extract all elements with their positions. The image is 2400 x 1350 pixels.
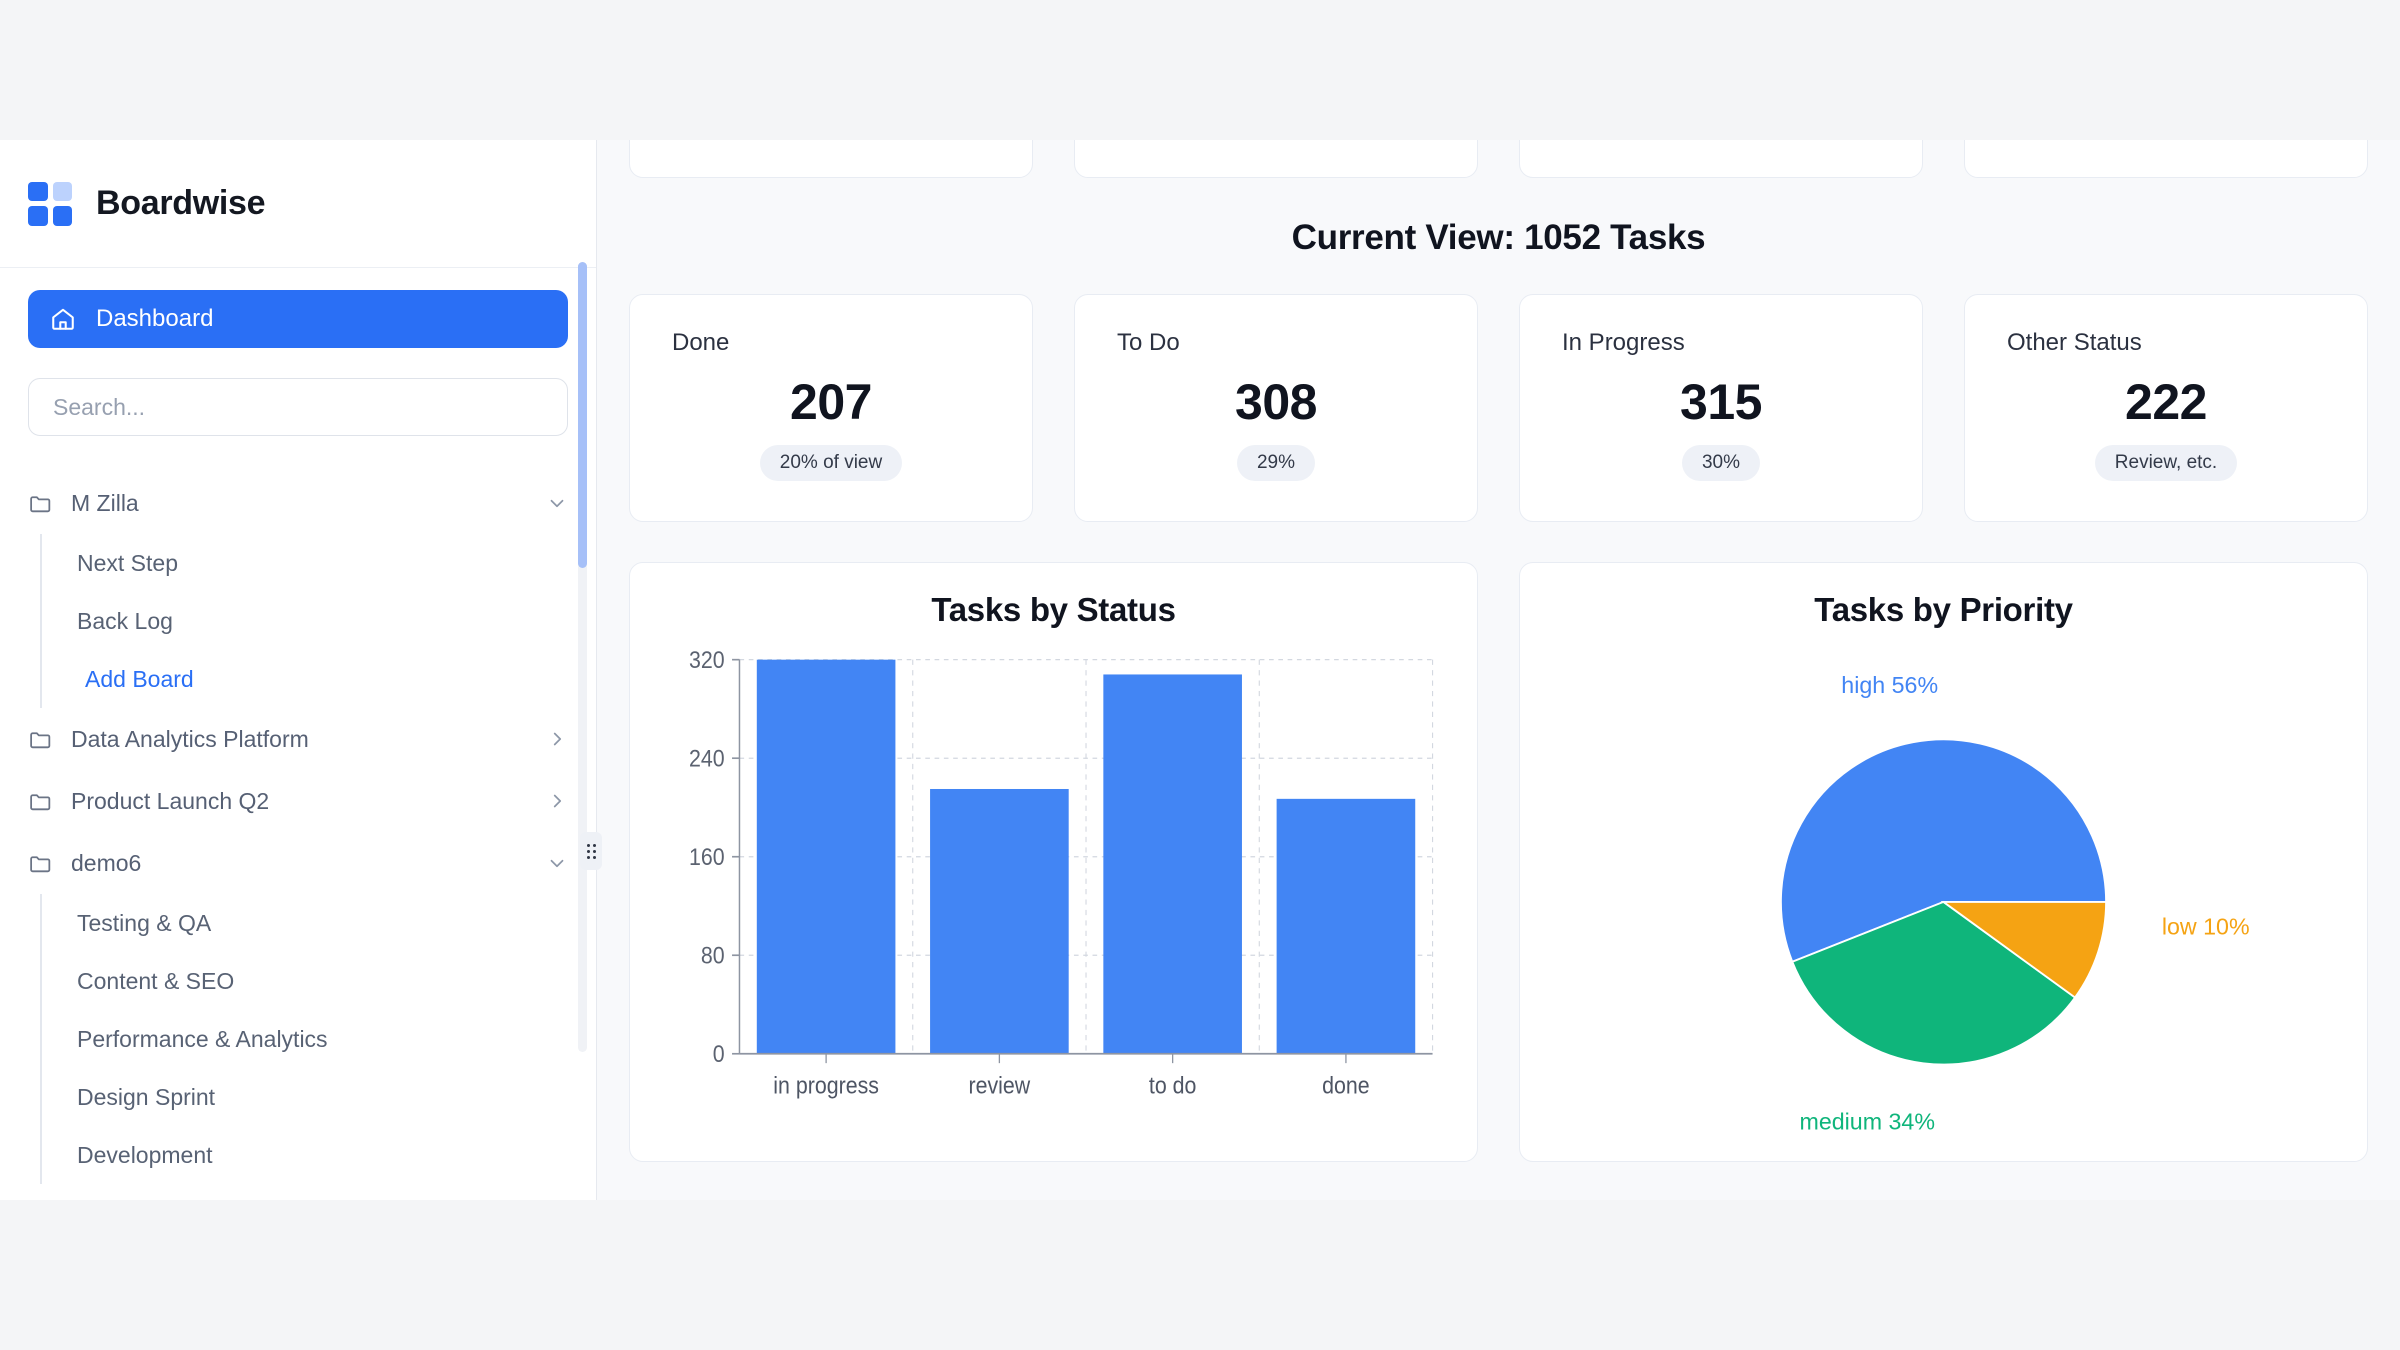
- sidebar-board-group-m-zilla: Next Step Back Log Add Board: [40, 534, 568, 708]
- main-content: Current View: 1052 Tasks Done 207 20% of…: [597, 140, 2400, 1200]
- status-badge: Review, etc.: [2094, 445, 2238, 481]
- brand-name: Boardwise: [96, 184, 266, 222]
- folder-icon: [28, 491, 53, 516]
- stat-card-value: 207: [790, 374, 872, 430]
- svg-text:320: 320: [689, 646, 725, 673]
- sidebar-project-m-zilla[interactable]: M Zilla: [28, 472, 568, 534]
- chevron-down-icon[interactable]: [546, 852, 568, 874]
- folder-icon: [28, 727, 53, 752]
- svg-text:review: review: [969, 1071, 1031, 1098]
- sidebar-scroll-area: Dashboard M Zilla Next Step Back L: [0, 268, 596, 1200]
- page-title: Current View: 1052 Tasks: [1291, 218, 1706, 257]
- svg-text:medium 34%: medium 34%: [1799, 1109, 1935, 1133]
- svg-text:in progress: in progress: [773, 1071, 879, 1098]
- status-badge: 30%: [1681, 445, 1761, 481]
- search-field-wrapper[interactable]: [28, 378, 568, 436]
- sidebar-item-dashboard[interactable]: Dashboard: [28, 290, 568, 348]
- svg-text:low 10%: low 10%: [2162, 913, 2250, 939]
- sidebar-board-group-demo6: Testing & QA Content & SEO Performance &…: [40, 894, 568, 1184]
- stat-card-label: Other Status: [2007, 329, 2142, 356]
- chart-card-tasks-by-priority: Tasks by Priority high 56% medium 34% low …: [1519, 562, 2368, 1162]
- chevron-down-icon[interactable]: [546, 492, 568, 514]
- sidebar-project-data-analytics-platform[interactable]: Data Analytics Platform: [28, 708, 568, 770]
- svg-text:to do: to do: [1149, 1071, 1197, 1098]
- search-input[interactable]: [53, 393, 543, 421]
- status-badge: 29%: [1236, 445, 1316, 481]
- stat-card-value: 315: [1680, 374, 1762, 430]
- sidebar-board-design-sprint[interactable]: Design Sprint: [77, 1083, 216, 1110]
- stat-card-label: In Progress: [1562, 329, 1685, 356]
- status-badge: 20% of view: [759, 445, 903, 481]
- sidebar-item-dashboard-label: Dashboard: [96, 305, 214, 332]
- chart-card-tasks-by-status: Tasks by Status 0 80 160 240 320 in progress r…: [629, 562, 1478, 1162]
- sidebar-brand: Boardwise: [0, 140, 596, 268]
- sidebar-board-development[interactable]: Development: [77, 1141, 213, 1168]
- sidebar-resize-handle[interactable]: [580, 832, 602, 870]
- sidebar-project-label: M Zilla: [71, 489, 139, 516]
- svg-text:240: 240: [689, 744, 725, 771]
- chevron-right-icon[interactable]: [546, 728, 568, 750]
- stat-card-value: 222: [2125, 374, 2207, 430]
- stat-card-label: To Do: [1117, 329, 1180, 356]
- sidebar-board-performance-analytics[interactable]: Performance & Analytics: [77, 1025, 328, 1052]
- grid-logo-icon: [28, 181, 72, 226]
- stat-card-other-status[interactable]: Other Status 222 Review, etc.: [1964, 294, 2368, 522]
- svg-text:0: 0: [713, 1040, 725, 1067]
- home-icon: [50, 306, 76, 332]
- sidebar-scrollbar[interactable]: [578, 262, 587, 1052]
- stat-card-in-progress[interactable]: In Progress 315 30%: [1519, 294, 1923, 522]
- sidebar-board-next-step[interactable]: Next Step: [77, 549, 178, 576]
- folder-icon: [28, 851, 53, 876]
- stat-card-badge-wrap: 29%: [1117, 445, 1435, 481]
- stat-card-offscreen: [1074, 140, 1478, 178]
- main-inner: Current View: 1052 Tasks Done 207 20% of…: [597, 140, 2400, 1162]
- chart-title: Tasks by Status: [931, 591, 1176, 628]
- stat-card-badge-wrap: Review, etc.: [2007, 445, 2325, 481]
- sidebar-add-board-button[interactable]: Add Board: [85, 665, 194, 692]
- grip-dots-icon: [586, 843, 596, 859]
- app-viewport: Boardwise Dashboard: [0, 140, 2400, 1200]
- stat-card-grid: Done 207 20% of view To Do 308 29% In Pr…: [629, 294, 2368, 522]
- sidebar-project-label: Data Analytics Platform: [71, 725, 309, 752]
- stat-card-offscreen: [1519, 140, 1923, 178]
- sidebar-board-content-seo[interactable]: Content & SEO: [77, 967, 235, 994]
- sidebar: Boardwise Dashboard: [0, 140, 602, 1200]
- svg-text:done: done: [1322, 1071, 1370, 1098]
- stat-card-grid-above: [629, 140, 2368, 178]
- svg-text:160: 160: [689, 843, 725, 870]
- stat-card-badge-wrap: 30%: [1562, 445, 1880, 481]
- stat-card-offscreen: [1964, 140, 2368, 178]
- sidebar-project-product-launch-q2[interactable]: Product Launch Q2: [28, 770, 568, 832]
- chevron-right-icon[interactable]: [546, 790, 568, 812]
- sidebar-project-demo6[interactable]: demo6: [28, 832, 568, 894]
- stat-card-done[interactable]: Done 207 20% of view: [629, 294, 1033, 522]
- svg-text:80: 80: [701, 941, 725, 968]
- stat-card-to-do[interactable]: To Do 308 29%: [1074, 294, 1478, 522]
- sidebar-board-testing-qa[interactable]: Testing & QA: [77, 909, 212, 936]
- chart-grid: Tasks by Status 0 80 160 240 320 in progress r…: [629, 562, 2368, 1162]
- bar-chart[interactable]: 0 80 160 240 320 in progress review to do done: [654, 643, 1453, 1133]
- svg-text:high 56%: high 56%: [1841, 672, 1938, 698]
- folder-icon: [28, 789, 53, 814]
- sidebar-board-back-log[interactable]: Back Log: [77, 607, 173, 634]
- chart-title: Tasks by Priority: [1814, 591, 2073, 628]
- stat-card-value: 308: [1235, 374, 1317, 430]
- sidebar-project-label: demo6: [71, 849, 142, 876]
- sidebar-scrollbar-thumb[interactable]: [578, 262, 587, 568]
- stat-card-label: Done: [672, 329, 730, 356]
- stat-card-badge-wrap: 20% of view: [672, 445, 990, 481]
- stat-card-offscreen: [629, 140, 1033, 178]
- pie-chart[interactable]: high 56% medium 34% low 10%: [1544, 643, 2343, 1133]
- sidebar-project-label: Product Launch Q2: [71, 787, 270, 814]
